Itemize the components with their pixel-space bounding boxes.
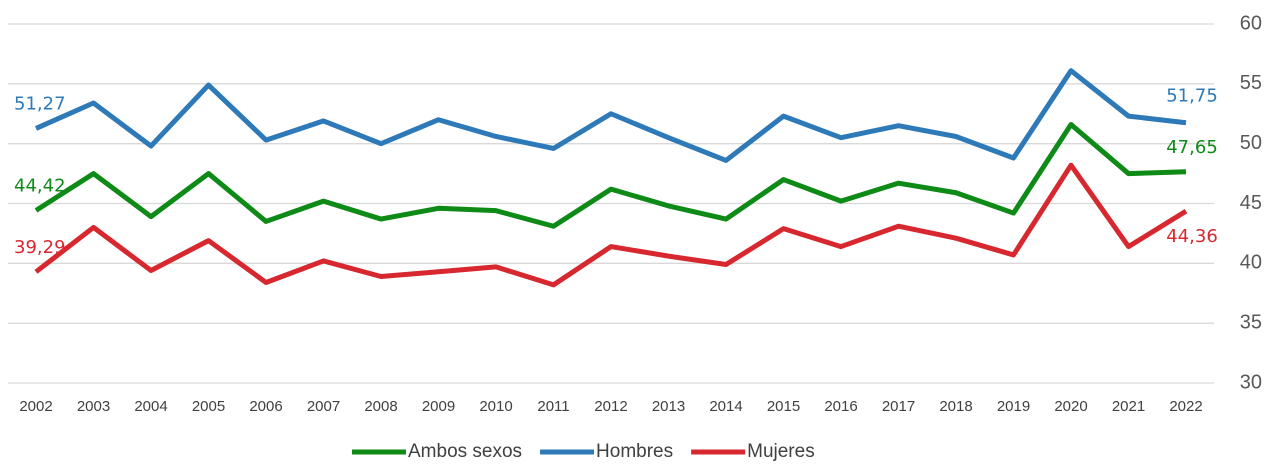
- x-tick-label: 2006: [249, 398, 282, 415]
- y-tick-label: 30: [1240, 371, 1262, 393]
- x-tick-label: 2004: [134, 398, 167, 415]
- x-tick-label: 2005: [192, 398, 225, 415]
- y-tick-label: 50: [1240, 132, 1262, 154]
- y-tick-label: 35: [1240, 311, 1262, 333]
- line: [34, 68, 1187, 163]
- x-tick-label: 2022: [1169, 398, 1202, 415]
- x-tick-label: 2010: [479, 398, 512, 415]
- x-tick-label: 2020: [1054, 398, 1087, 415]
- data-label: 47,65: [1166, 137, 1218, 158]
- legend-label: Mujeres: [747, 441, 815, 462]
- x-tick-label: 2017: [882, 398, 915, 415]
- data-label: 44,42: [14, 175, 66, 196]
- data-label: 44,36: [1166, 226, 1218, 247]
- legend-label: Ambos sexos: [408, 441, 522, 462]
- y-tick-label: 55: [1240, 72, 1262, 94]
- y-tick-label: 40: [1240, 252, 1262, 274]
- x-tick-label: 2011: [537, 398, 569, 415]
- data-label: 51,27: [14, 93, 66, 114]
- x-tick-label: 2016: [824, 398, 857, 415]
- line: [34, 122, 1187, 229]
- legend-label: Hombres: [596, 441, 673, 462]
- x-tick-label: 2018: [939, 398, 972, 415]
- x-tick-label: 2012: [594, 398, 627, 415]
- x-tick-label: 2021: [1112, 398, 1145, 415]
- y-tick-label: 45: [1240, 192, 1262, 214]
- x-tick-label: 2003: [77, 398, 110, 415]
- x-tick-label: 2002: [19, 398, 52, 415]
- x-tick-label: 2007: [307, 398, 340, 415]
- y-tick-label: 60: [1240, 12, 1262, 34]
- data-label: 51,75: [1166, 86, 1218, 107]
- x-tick-label: 2019: [997, 398, 1030, 415]
- line: [34, 162, 1188, 288]
- x-tick-label: 2015: [767, 398, 800, 415]
- data-label: 39,29: [14, 237, 66, 258]
- x-tick-label: 2014: [709, 398, 742, 415]
- x-tick-label: 2008: [364, 398, 397, 415]
- x-tick-label: 2013: [652, 398, 685, 415]
- x-tick-label: 2009: [422, 398, 455, 415]
